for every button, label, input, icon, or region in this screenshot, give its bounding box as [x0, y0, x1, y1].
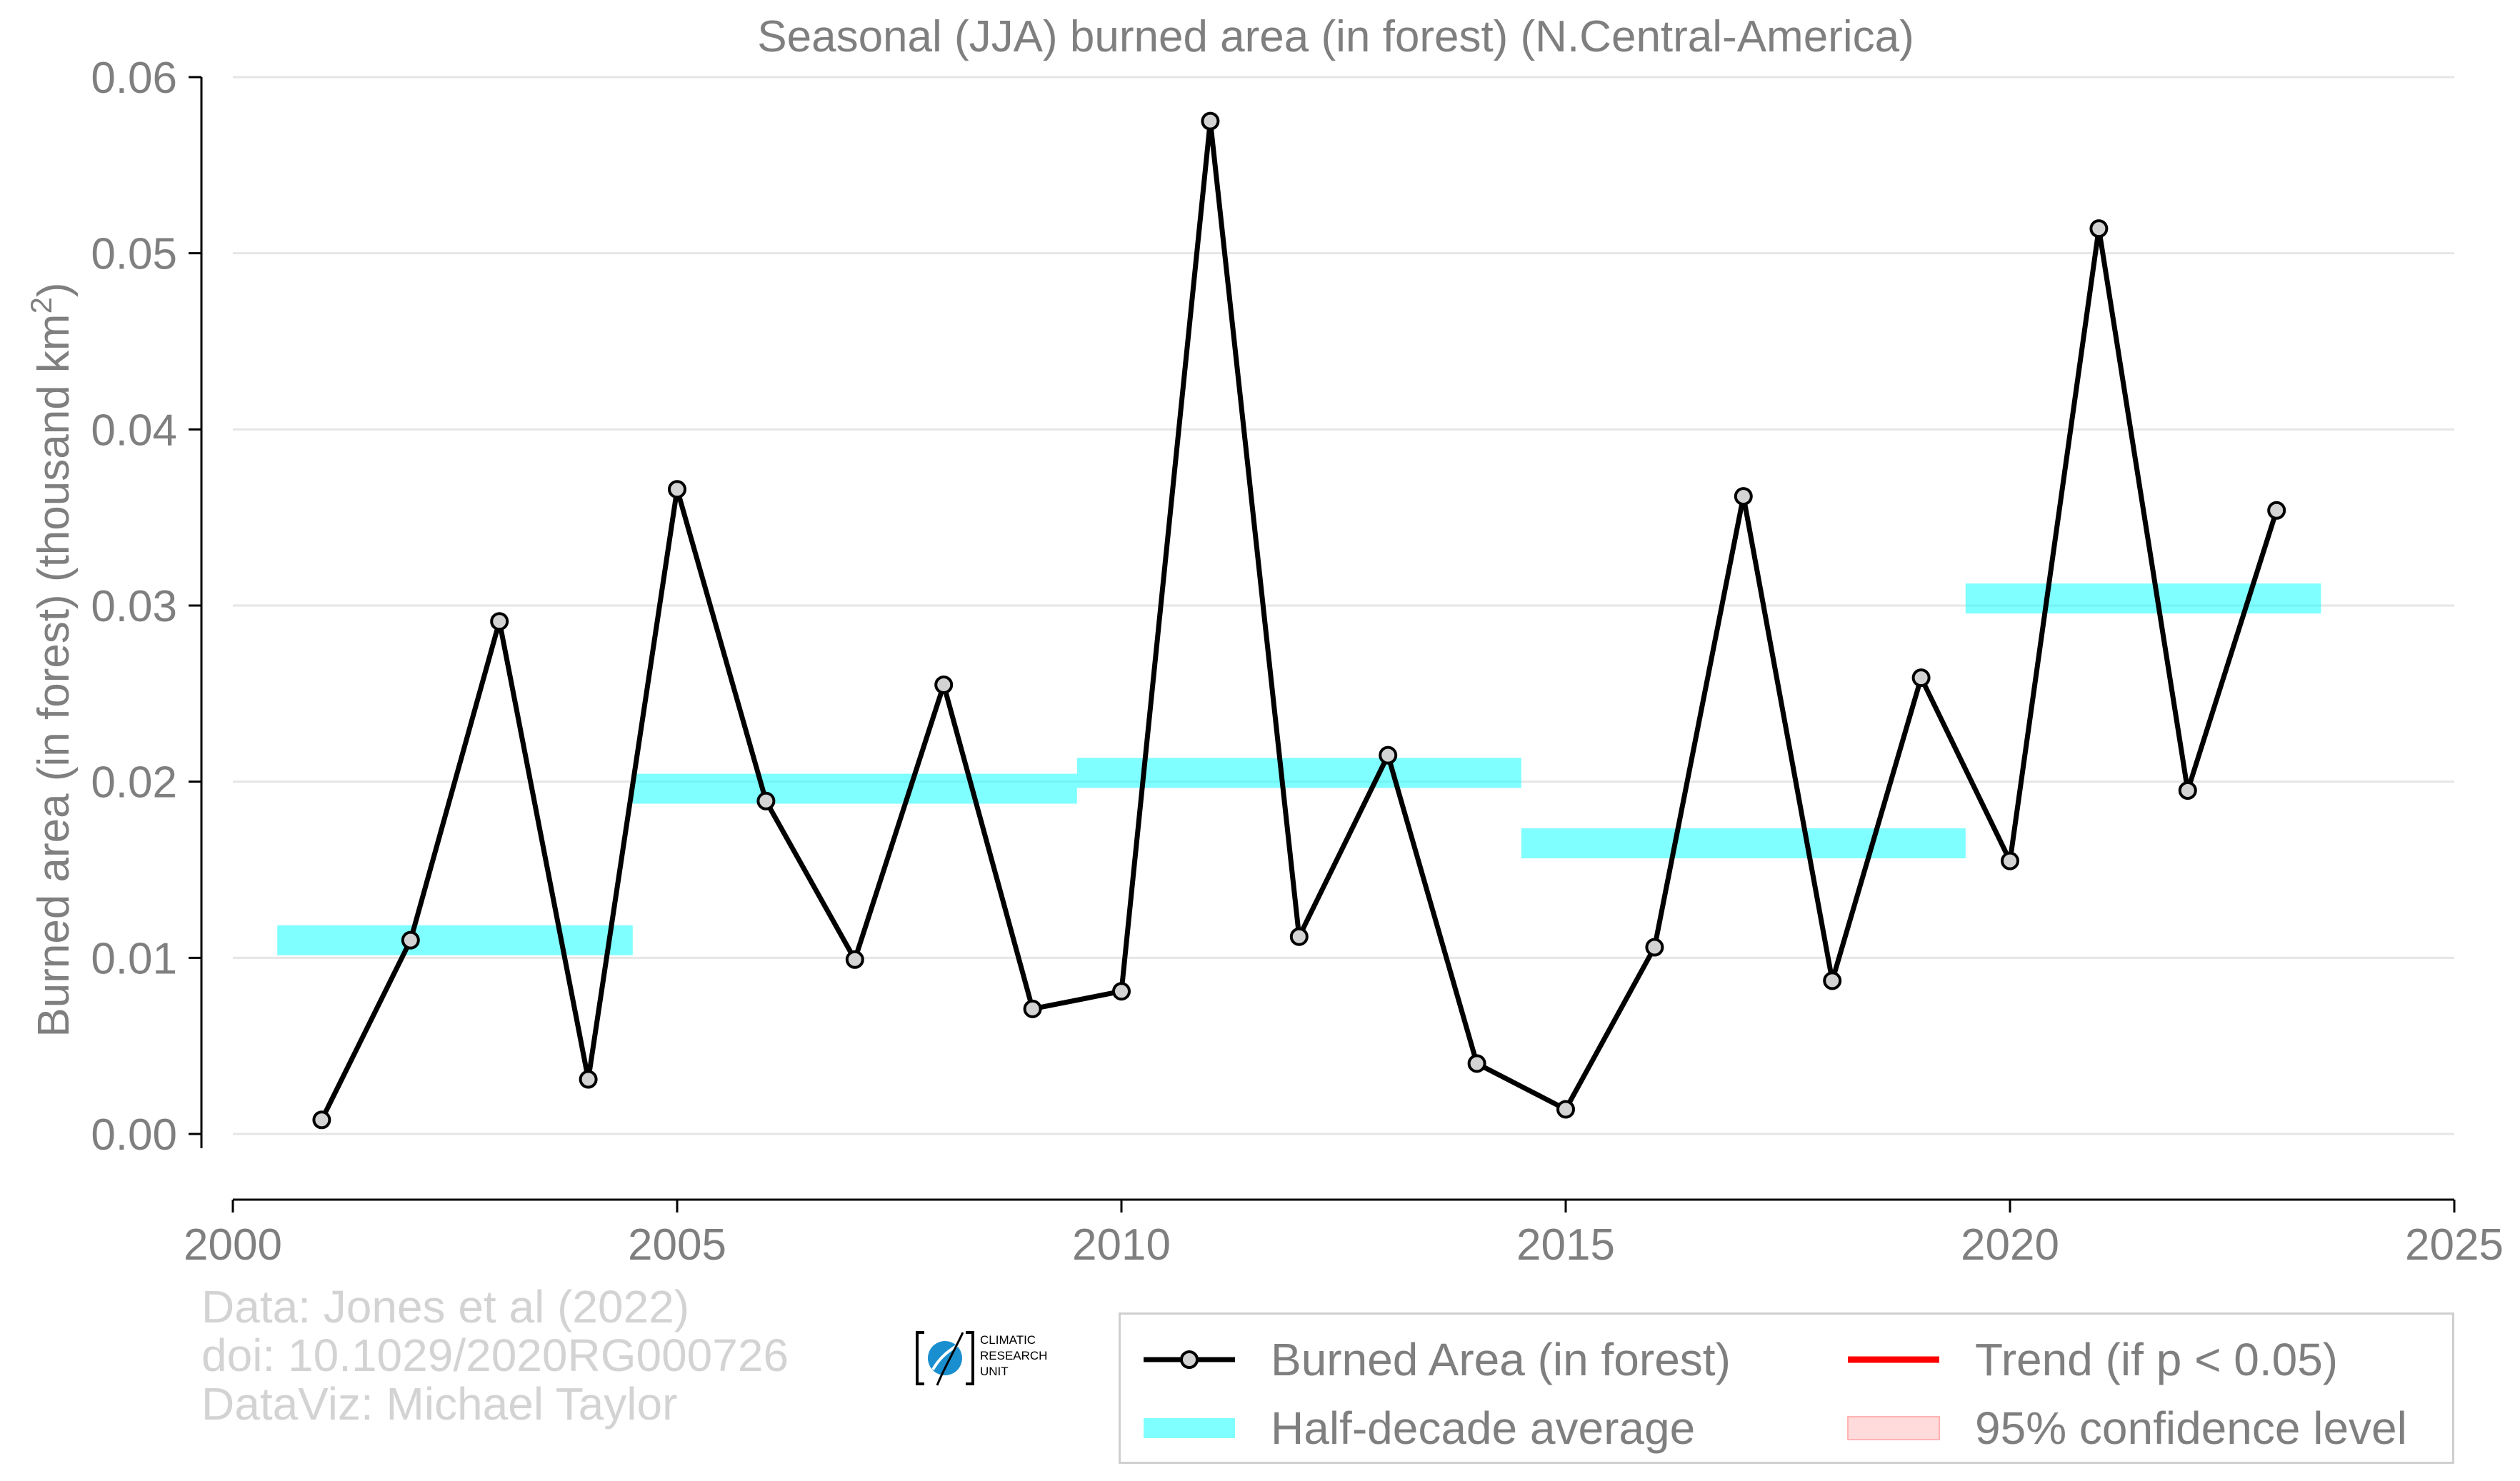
half-decade-bands: [277, 583, 2321, 955]
data-point: [579, 1070, 598, 1089]
data-point: [756, 791, 776, 810]
data-point: [490, 612, 509, 631]
data-point: [934, 676, 954, 694]
data-point: [1823, 971, 1842, 990]
chart-title: Seasonal (JJA) burned area (in forest) (…: [757, 12, 1914, 61]
half-decade-band: [277, 925, 633, 955]
legend-item-confidence: 95% confidence level: [1844, 1402, 2407, 1455]
y-tick-label: 0.02: [91, 758, 177, 808]
data-point: [1201, 111, 1220, 131]
series-line: [319, 121, 2279, 1121]
credit-doi: doi: 10.1029/2020RG000726: [201, 1330, 789, 1381]
legend-item-trend: Trend (if p < 0.05): [1844, 1333, 2338, 1386]
legend-key-line-marker: [1139, 1338, 1239, 1381]
y-tick-label: 0.05: [91, 230, 177, 279]
legend-key-pink-band: [1844, 1407, 1944, 1450]
logo-text-1: CLIMATIC: [980, 1333, 1036, 1347]
data-point: [1467, 1054, 1486, 1073]
legend: Burned Area (in forest) Trend (if p < 0.…: [1119, 1312, 2454, 1464]
x-tick-label: 2000: [184, 1220, 282, 1270]
legend-label-trend: Trend (if p < 0.05): [1975, 1334, 2339, 1385]
data-credits: Data: Jones et al (2022) doi: 10.1029/20…: [201, 1282, 789, 1428]
legend-key-cyan-band: [1139, 1407, 1239, 1450]
data-point: [2089, 219, 2109, 239]
legend-item-burned-area: Burned Area (in forest): [1139, 1333, 1731, 1386]
x-tick-label: 2015: [1516, 1220, 1615, 1270]
data-point: [312, 1110, 331, 1130]
half-decade-band: [1076, 758, 1521, 788]
half-decade-band: [1521, 828, 1966, 858]
data-point: [668, 480, 686, 499]
legend-item-half-decade: Half-decade average: [1139, 1402, 1695, 1455]
data-point: [1023, 999, 1042, 1018]
data-point: [1734, 487, 1753, 506]
logo-bracket-icon: [916, 1331, 974, 1385]
y-tick-label: 0.03: [91, 582, 177, 631]
x-tick-label: 2025: [2405, 1220, 2504, 1270]
data-point: [1556, 1100, 1575, 1119]
half-decade-band: [1965, 583, 2321, 614]
data-point: [2267, 501, 2286, 520]
data-point: [2001, 851, 2019, 870]
y-axis-label: Burned area (in forest) (thousand km2): [24, 282, 79, 1037]
y-tick-label: 0.04: [91, 406, 177, 455]
x-tick-label: 2005: [628, 1220, 726, 1270]
y-tick-label: 0.01: [91, 934, 177, 983]
data-point: [1112, 982, 1131, 1001]
axes: 0.00 0.01 0.02 0.03 0.04 0.05 0.06 2000 2005 2010…: [91, 54, 2504, 1270]
data-point: [1379, 745, 1398, 765]
x-tick-label: 2020: [1961, 1220, 2059, 1270]
logo-text-2: RESEARCH: [980, 1349, 1047, 1362]
data-point: [845, 950, 864, 969]
half-decade-band: [632, 773, 1077, 804]
credit-dataviz: DataViz: Michael Taylor: [201, 1378, 678, 1430]
series-burned-area: [312, 111, 2286, 1130]
data-point: [1289, 927, 1309, 946]
globe-swoosh-dark: [936, 1332, 964, 1386]
legend-label-burned-area: Burned Area (in forest): [1271, 1334, 1731, 1385]
data-point: [401, 930, 420, 950]
x-tick-label: 2010: [1072, 1220, 1171, 1270]
logo-text-3: UNIT: [980, 1365, 1009, 1378]
y-tick-label: 0.00: [91, 1110, 177, 1160]
legend-label-half-decade: Half-decade average: [1271, 1402, 1696, 1454]
legend-label-confidence: 95% confidence level: [1975, 1402, 2407, 1454]
y-tick-label: 0.06: [91, 54, 177, 103]
data-point: [1911, 668, 1931, 688]
credit-data-source: Data: Jones et al (2022): [201, 1281, 690, 1332]
cru-logo: CLIMATIC RESEARCH UNIT: [916, 1331, 1047, 1386]
data-point: [1645, 938, 1664, 957]
data-point: [2178, 781, 2197, 800]
legend-key-trend-line: [1844, 1338, 1944, 1381]
